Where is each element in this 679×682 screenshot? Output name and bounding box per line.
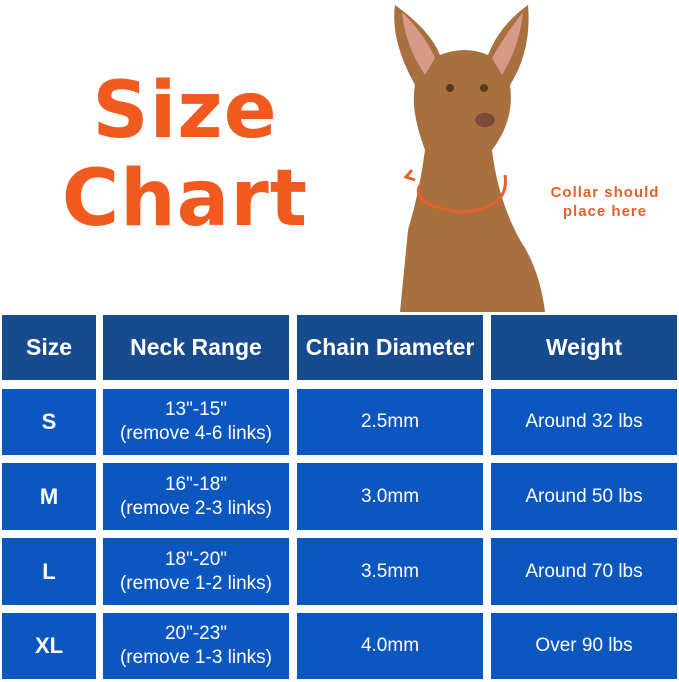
- header-cell: Weight: [491, 315, 677, 380]
- neck-range: 18"-20": [164, 548, 228, 570]
- size-cell: M: [2, 463, 96, 530]
- neck-links: (remove 4-6 links): [119, 423, 273, 444]
- weight-cell: Around 70 lbs: [491, 538, 677, 605]
- neck-range-text: 16"-18" (remove 2-3 links): [120, 473, 272, 521]
- neck-range: 16"-18": [164, 473, 228, 495]
- chain-diameter-cell: 3.0mm: [297, 463, 483, 530]
- neck-range-cell: 16"-18" (remove 2-3 links): [103, 463, 289, 530]
- header-cell: Chain Diameter: [297, 315, 483, 380]
- title-size: Size: [92, 66, 278, 156]
- header-cell: Size: [2, 315, 96, 380]
- neck-links: (remove 1-2 links): [119, 572, 273, 594]
- chain-diameter-cell: 2.5mm: [297, 389, 483, 455]
- size-cell: L: [2, 538, 96, 605]
- neck-links: (remove 2-3 links): [119, 497, 273, 519]
- neck-range: 20"-23": [164, 623, 228, 644]
- note-line-1: Collar should: [550, 184, 660, 201]
- chain-diameter-cell: 3.5mm: [297, 538, 483, 605]
- dog-image: [394, 5, 545, 312]
- neck-links: (remove 1-3 links): [119, 647, 273, 668]
- neck-range-text: 18"-20" (remove 1-2 links): [120, 548, 272, 596]
- chain-diameter-cell: 4.0mm: [297, 613, 483, 679]
- note-line-2: place here: [562, 203, 648, 220]
- neck-range: 13"-15": [164, 399, 228, 420]
- neck-range-text: 20"-23" (remove 1-3 links): [120, 622, 272, 670]
- size-cell: S: [2, 389, 96, 455]
- weight-cell: Over 90 lbs: [491, 613, 677, 679]
- header-cell: Neck Range: [103, 315, 289, 380]
- collar-note: Collar should place here: [530, 183, 679, 221]
- neck-range-cell: 20"-23" (remove 1-3 links): [103, 613, 289, 679]
- neck-range-cell: 18"-20" (remove 1-2 links): [103, 538, 289, 605]
- title-chart: Chart: [61, 154, 309, 244]
- weight-cell: Around 50 lbs: [491, 463, 677, 530]
- weight-cell: Around 32 lbs: [491, 389, 677, 455]
- neck-range-cell: 13"-15" (remove 4-6 links): [103, 389, 289, 455]
- size-cell: XL: [2, 613, 96, 679]
- neck-range-text: 13"-15" (remove 4-6 links): [120, 398, 272, 446]
